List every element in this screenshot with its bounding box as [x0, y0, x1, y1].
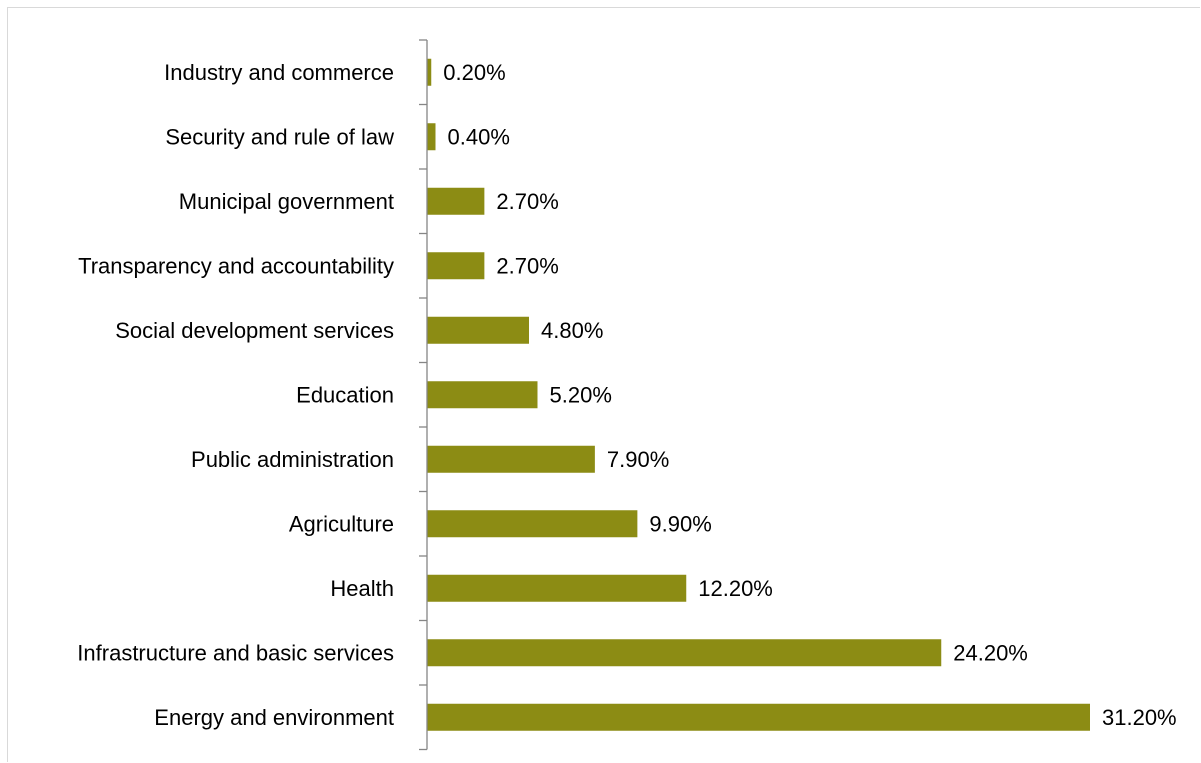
value-label: 24.20%: [953, 640, 1028, 665]
category-label: Social development services: [115, 318, 394, 343]
category-label: Energy and environment: [154, 705, 394, 730]
category-label: Public administration: [191, 447, 394, 472]
bar: [427, 252, 485, 280]
value-label: 0.40%: [448, 124, 510, 149]
bar: [427, 639, 942, 667]
bar: [427, 381, 538, 409]
category-label: Health: [330, 576, 394, 601]
bar: [427, 445, 595, 473]
bar: [427, 58, 432, 86]
bar: [427, 574, 687, 602]
value-label: 0.20%: [443, 60, 505, 85]
category-label: Security and rule of law: [165, 124, 394, 149]
chart-frame: [7, 7, 1200, 762]
bar: [427, 703, 1090, 731]
category-label: Agriculture: [289, 511, 394, 536]
value-labels-group: 0.20% 0.40% 2.70% 2.70% 4.80% 5.20% 7.90% 9.90%…: [443, 60, 1176, 730]
value-label: 2.70%: [496, 253, 558, 278]
value-label: 9.90%: [649, 511, 711, 536]
bars-group: [427, 58, 1090, 731]
bar: [427, 187, 485, 215]
category-label: Transparency and accountability: [78, 253, 394, 278]
bar: [427, 123, 436, 151]
category-label: Industry and commerce: [164, 60, 394, 85]
value-label: 5.20%: [550, 382, 612, 407]
value-label: 4.80%: [541, 318, 603, 343]
value-label: 31.20%: [1102, 705, 1177, 730]
value-label: 7.90%: [607, 447, 669, 472]
bar: [427, 316, 529, 344]
category-label: Education: [296, 382, 394, 407]
category-label: Infrastructure and basic services: [77, 640, 394, 665]
axis-ticks-group: [419, 39, 427, 751]
bar: [427, 510, 638, 538]
value-label: 12.20%: [698, 576, 773, 601]
category-labels-group: Industry and commerce Security and rule o…: [77, 60, 394, 730]
value-label: 2.70%: [496, 189, 558, 214]
category-label: Municipal government: [179, 189, 394, 214]
